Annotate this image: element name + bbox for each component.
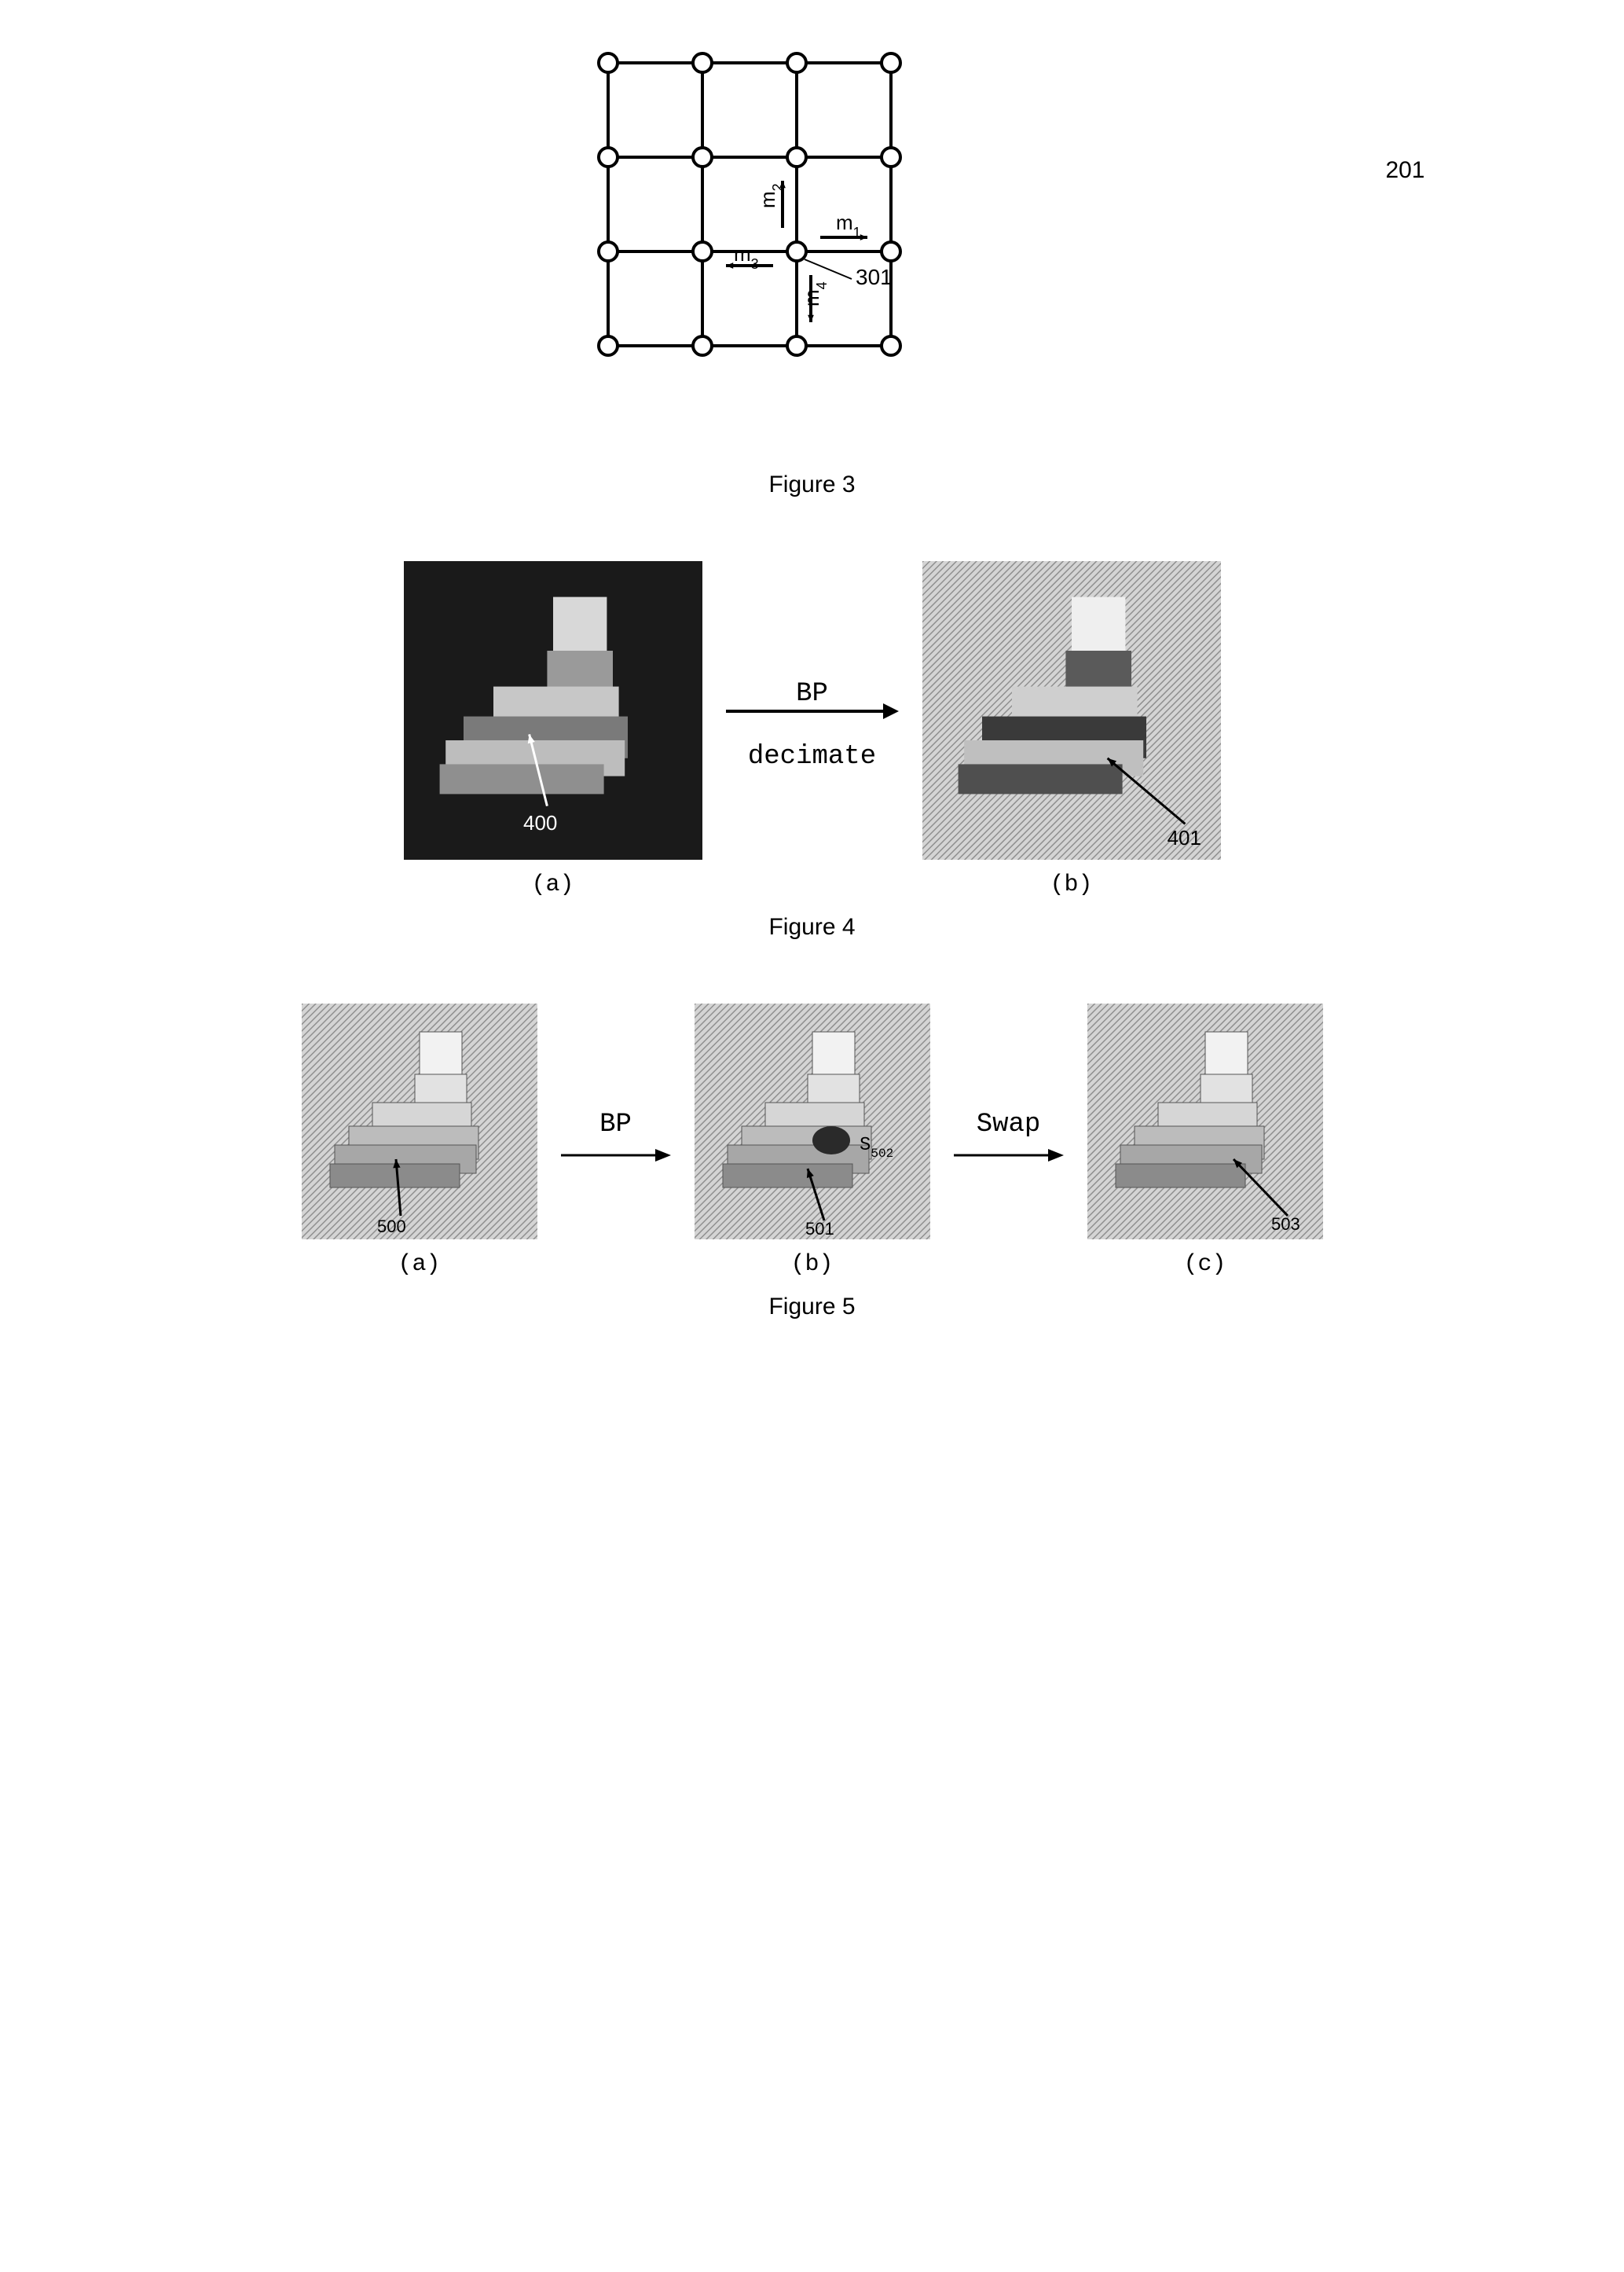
svg-text:501: 501 <box>805 1219 834 1239</box>
figure-3-caption: Figure 3 <box>262 472 1362 498</box>
svg-text:500: 500 <box>377 1217 406 1236</box>
figure-4-arrow-label-top: BP <box>796 680 828 709</box>
figure-5-arrow2-label: Swap <box>977 1110 1041 1140</box>
svg-text:401: 401 <box>1167 826 1201 850</box>
figure-5: 500 (a) BP 501S502 (b) Swap 503 (c) Figu… <box>262 1004 1362 1320</box>
figure-4-caption: Figure 4 <box>262 914 1362 941</box>
figure-5-panel-b: 501S502 (b) <box>695 1004 930 1278</box>
svg-text:m3: m3 <box>734 242 759 272</box>
figure-5a-sublabel: (a) <box>398 1251 440 1278</box>
figure-5a-image: 500 <box>302 1004 537 1239</box>
figure-5-panel-a: 500 (a) <box>302 1004 537 1278</box>
figure-4a-image: 400 <box>404 561 702 860</box>
grid-svg: m1m2m3m4301 <box>561 31 1064 456</box>
figure-4-row: 400 (a) BP decimate 401 (b) <box>262 561 1362 898</box>
figure-3: m1m2m3m4301 201 Figure 3 <box>262 31 1362 498</box>
figure-5-caption: Figure 5 <box>262 1294 1362 1320</box>
figure-5-arrow1 <box>553 1140 679 1171</box>
figure-5-row: 500 (a) BP 501S502 (b) Swap 503 (c) <box>262 1004 1362 1278</box>
svg-text:m4: m4 <box>800 281 830 306</box>
svg-text:301: 301 <box>856 265 893 289</box>
figure-3-diagram: m1m2m3m4301 201 <box>262 31 1362 456</box>
figure-5c-image: 503 <box>1087 1004 1323 1239</box>
figure-5b-sublabel: (b) <box>790 1251 833 1278</box>
figure-4-arrow-block: BP decimate <box>718 688 907 772</box>
figure-4b-image: 401 <box>922 561 1221 860</box>
figure-3-side-label: 201 <box>1385 157 1424 184</box>
figure-4-arrow-label-bottom: decimate <box>748 743 876 772</box>
figure-4-panel-a: 400 (a) <box>404 561 702 898</box>
svg-text:503: 503 <box>1271 1214 1300 1234</box>
figure-5-panel-c: 503 (c) <box>1087 1004 1323 1278</box>
figure-5-arrow1-block: BP <box>553 1110 679 1171</box>
figure-4b-sublabel: (b) <box>1050 872 1092 898</box>
figure-5-arrow2 <box>946 1140 1072 1171</box>
figure-5b-image: 501S502 <box>695 1004 930 1239</box>
figure-5-arrow1-label: BP <box>599 1110 632 1140</box>
figure-5c-sublabel: (c) <box>1183 1251 1226 1278</box>
svg-text:400: 400 <box>523 811 557 835</box>
figure-4: 400 (a) BP decimate 401 (b) Figure 4 <box>262 561 1362 941</box>
figure-4a-sublabel: (a) <box>531 872 574 898</box>
figure-5-arrow2-block: Swap <box>946 1110 1072 1171</box>
figure-4-panel-b: 401 (b) <box>922 561 1221 898</box>
